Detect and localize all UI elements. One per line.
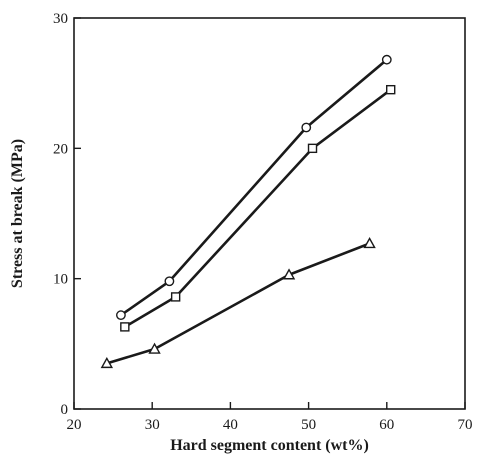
series-layer [100,54,396,369]
series-circle [116,54,392,321]
series-line [106,242,371,365]
data-point-square [170,292,181,302]
data-point-square [120,322,130,332]
data-point-square [386,84,396,95]
data-point-triangle [148,342,161,354]
x-tick-label: 30 [145,417,160,433]
x-tick-label: 40 [223,417,238,433]
series-line [120,58,388,317]
y-tick-label: 10 [53,272,68,288]
data-point-triangle [100,356,114,369]
x-tick-label: 70 [458,417,473,433]
data-point-square [307,143,318,154]
y-axis-title: Stress at break (MPa) [9,139,26,288]
data-point-circle [301,122,312,133]
x-axis-title: Hard segment content (wt%) [170,437,369,454]
data-point-triangle [282,268,296,280]
x-tick-label: 50 [301,417,316,433]
data-point-circle [164,276,175,287]
x-tick-label: 20 [67,417,82,433]
y-tick-label: 30 [53,11,68,27]
x-axis: 20 30 40 50 60 70 [67,402,473,433]
data-point-triangle [363,237,376,249]
y-tick-label: 20 [53,141,68,157]
data-point-circle [116,310,126,321]
plot-frame [73,17,466,410]
y-axis: 0 10 20 30 [53,11,81,418]
y-tick-label: 0 [61,402,69,418]
x-tick-label: 60 [379,417,394,433]
series-triangle [100,237,376,369]
data-point-circle [381,54,392,65]
series-square [120,84,396,332]
series-line [124,88,392,329]
